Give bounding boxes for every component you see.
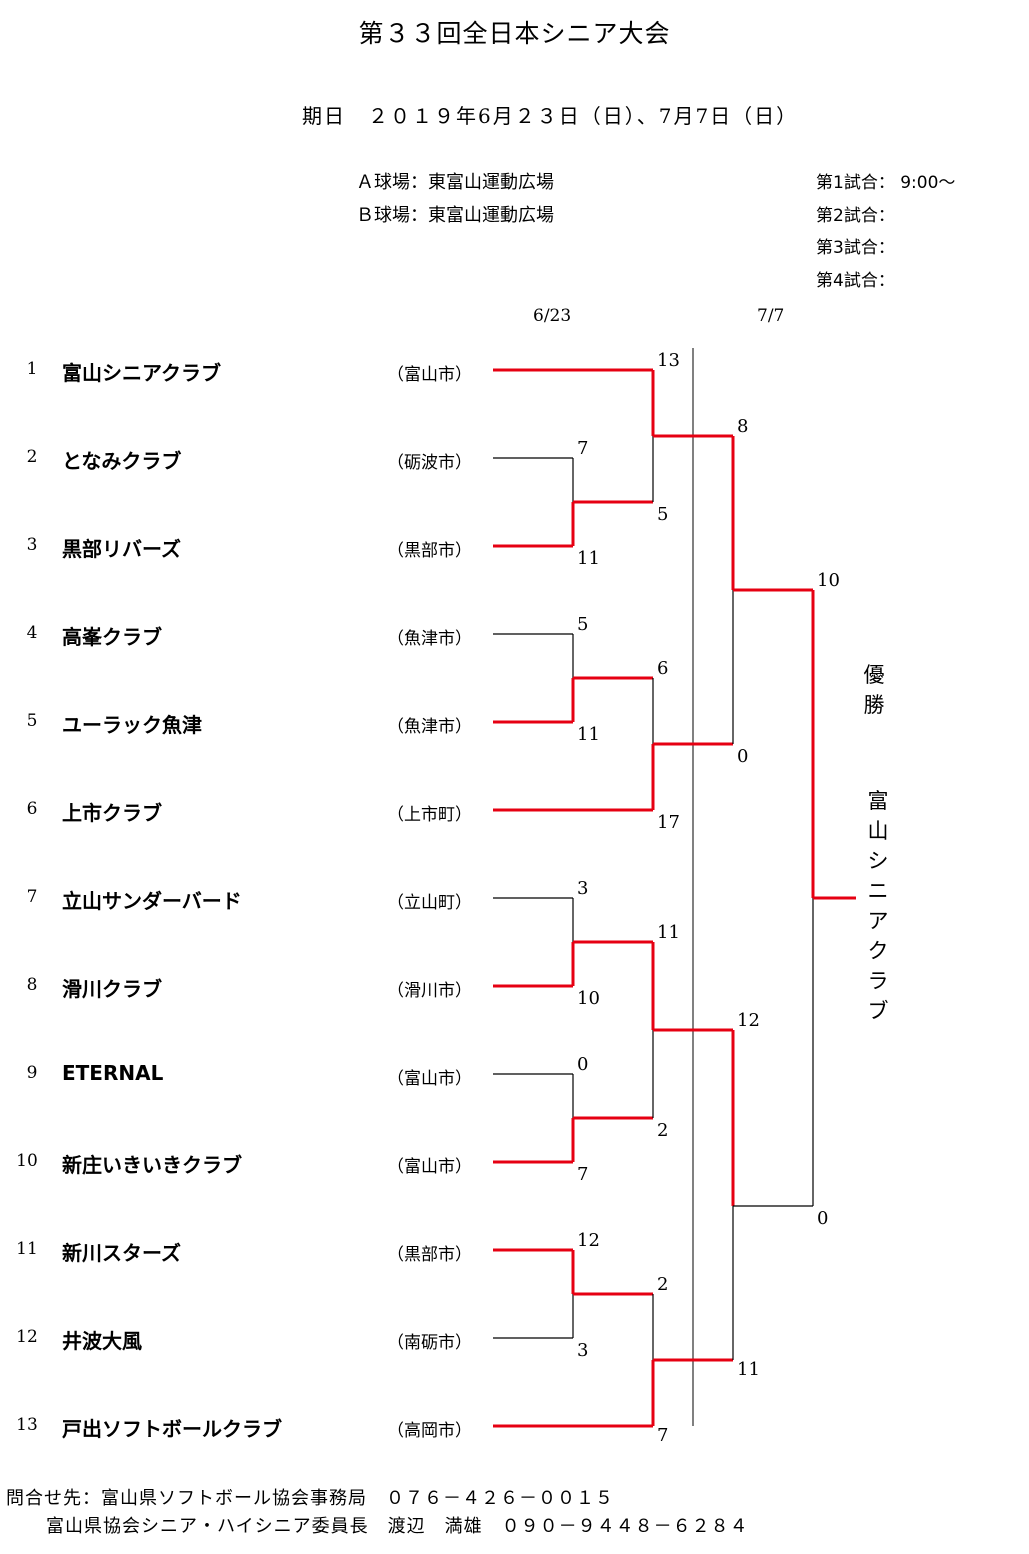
round-date-1: 6/23 bbox=[533, 306, 572, 326]
score-final-top: 10 bbox=[817, 570, 840, 591]
score-r1-m2-bottom: 11 bbox=[577, 724, 600, 745]
team-city: （南砺市） bbox=[387, 1333, 472, 1353]
team-name: 上市クラブ bbox=[62, 801, 162, 825]
score-r2-m1-top: 13 bbox=[657, 350, 680, 371]
champion-name: 富山シニアクラブ bbox=[867, 789, 889, 1023]
seed-number: 11 bbox=[16, 1239, 38, 1259]
team-city: （砺波市） bbox=[387, 453, 472, 473]
seed-number: 10 bbox=[16, 1151, 38, 1171]
event-date: 期日 ２０１９年6月２３日（日）、7月7日（日） bbox=[302, 104, 799, 128]
score-r2-m3-top: 11 bbox=[657, 922, 680, 943]
contact-office: 問合せ先：富山県ソフトボール協会事務局 ０７６－４２６－００１５ bbox=[6, 1488, 614, 1509]
score-r1-m3-top: 3 bbox=[577, 878, 589, 899]
team-name: ETERNAL bbox=[62, 1061, 164, 1085]
seed-number: 13 bbox=[16, 1415, 38, 1435]
seed-number: 12 bbox=[16, 1327, 38, 1347]
score-r1-m4-bottom: 7 bbox=[577, 1164, 589, 1185]
team-city: （高岡市） bbox=[387, 1421, 472, 1441]
contact-committee: 富山県協会シニア・ハイシニア委員長 渡辺 満雄 ０９０－９４４８－６２８４ bbox=[46, 1516, 749, 1537]
round-date-2: 7/7 bbox=[757, 306, 785, 326]
venue-b: Ｂ球場：東富山運動広場 bbox=[356, 205, 554, 226]
page-title: 第３３回全日本シニア大会 bbox=[358, 19, 671, 48]
score-r1-m1-top: 7 bbox=[577, 438, 589, 459]
team-city: （魚津市） bbox=[387, 629, 472, 649]
game-time-1: 第1試合： 9:00～ bbox=[816, 173, 956, 193]
team-name: となみクラブ bbox=[62, 449, 182, 473]
team-city: （魚津市） bbox=[387, 717, 472, 737]
team-city: （富山市） bbox=[387, 365, 472, 385]
venue-a: Ａ球場：東富山運動広場 bbox=[356, 172, 554, 193]
seed-number: 3 bbox=[26, 535, 38, 555]
team-city: （富山市） bbox=[387, 1069, 472, 1089]
score-r1-m5-top: 12 bbox=[577, 1230, 600, 1251]
team-name: 戸出ソフトボールクラブ bbox=[62, 1417, 282, 1441]
seed-number: 5 bbox=[26, 711, 38, 731]
team-name: 高峯クラブ bbox=[62, 625, 162, 649]
team-name: 黒部リバーズ bbox=[62, 537, 181, 561]
score-r2-m4-top: 2 bbox=[657, 1274, 669, 1295]
seed-number: 4 bbox=[26, 623, 38, 643]
seed-number: 7 bbox=[26, 887, 38, 907]
team-city: （上市町） bbox=[387, 805, 472, 825]
score-semi-2-bottom: 11 bbox=[737, 1359, 760, 1380]
score-semi-1-bottom: 0 bbox=[737, 746, 749, 767]
team-city: （立山町） bbox=[387, 893, 472, 913]
score-final-bottom: 0 bbox=[817, 1208, 829, 1229]
team-name: 井波大風 bbox=[62, 1329, 142, 1353]
seed-number: 8 bbox=[26, 975, 38, 995]
score-r2-m2-top: 6 bbox=[657, 658, 669, 679]
team-city: （滑川市） bbox=[387, 981, 472, 1001]
score-semi-1-top: 8 bbox=[737, 416, 749, 437]
score-r1-m1-bottom: 11 bbox=[577, 548, 600, 569]
seed-number: 6 bbox=[26, 799, 38, 819]
score-r1-m3-bottom: 10 bbox=[577, 988, 600, 1009]
team-name: ユーラック魚津 bbox=[62, 713, 202, 737]
score-r1-m5-bottom: 3 bbox=[577, 1340, 589, 1361]
team-name: 立山サンダーバード bbox=[62, 889, 242, 913]
team-city: （黒部市） bbox=[387, 541, 472, 561]
team-city: （黒部市） bbox=[387, 1245, 472, 1265]
team-city: （富山市） bbox=[387, 1157, 472, 1177]
seed-number: 9 bbox=[26, 1063, 38, 1083]
score-r2-m2-bottom: 17 bbox=[657, 812, 680, 833]
team-name: 新庄いきいきクラブ bbox=[62, 1153, 242, 1177]
game-time-2: 第2試合： bbox=[816, 206, 895, 226]
score-r2-m3-bottom: 2 bbox=[657, 1120, 669, 1141]
game-time-4: 第4試合： bbox=[816, 271, 895, 291]
score-semi-2-top: 12 bbox=[737, 1010, 760, 1031]
score-r1-m4-top: 0 bbox=[577, 1054, 589, 1075]
game-time-3: 第3試合： bbox=[816, 238, 895, 258]
team-name: 新川スターズ bbox=[62, 1241, 181, 1265]
score-r2-m1-bottom: 5 bbox=[657, 504, 669, 525]
score-r1-m2-top: 5 bbox=[577, 614, 589, 635]
seed-number: 2 bbox=[26, 447, 38, 467]
score-r2-m4-bottom: 7 bbox=[657, 1425, 669, 1446]
champion-label: 優勝 bbox=[863, 663, 885, 717]
team-name: 滑川クラブ bbox=[62, 977, 162, 1001]
team-name: 富山シニアクラブ bbox=[62, 361, 221, 385]
seed-number: 1 bbox=[26, 359, 38, 379]
